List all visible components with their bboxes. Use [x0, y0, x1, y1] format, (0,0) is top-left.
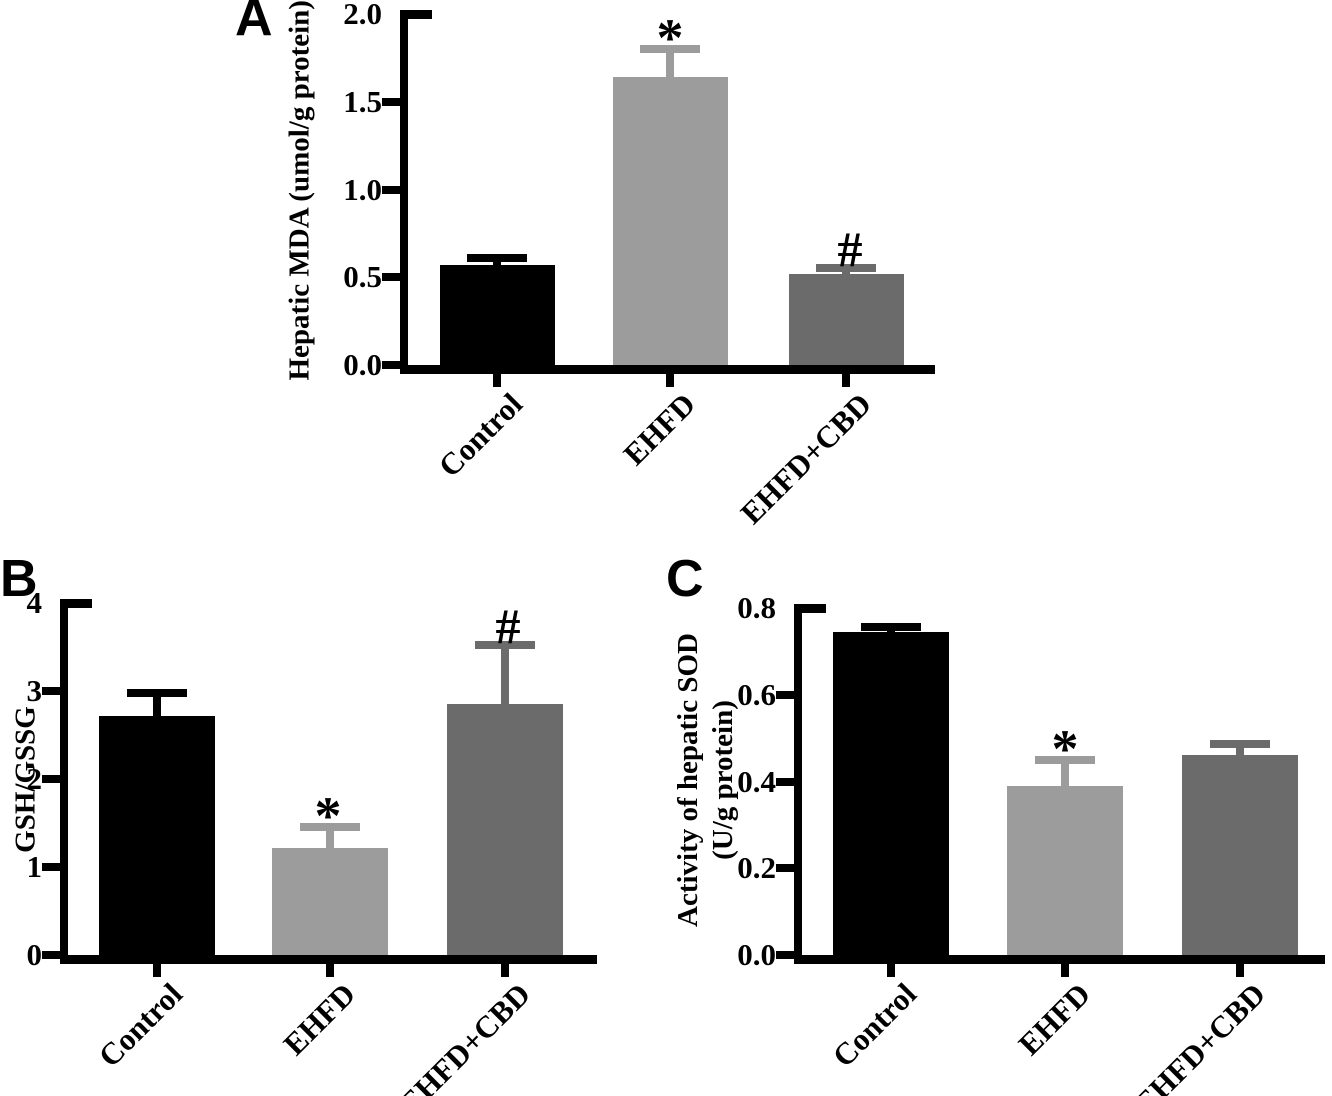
- panel-a-y-tick-label: 1.5: [343, 83, 382, 119]
- panel-a-y-axis-top-cap: [408, 10, 432, 19]
- panel-b-error-bar-stem-ehfd-cbd: [501, 645, 509, 707]
- panel-b-y-axis-top-cap: [68, 599, 92, 608]
- panel-a-y-tick-label: 0.0: [343, 347, 382, 382]
- panel-a-y-tick-label: 2.0: [343, 0, 382, 31]
- panel-c-y-axis-top-cap: [802, 604, 826, 613]
- panel-c-x-tick: [1061, 964, 1069, 977]
- panel-a-x-category-label-ehfd-cbd: EHFD+CBD: [733, 386, 879, 531]
- panel-a-bar-control: [439, 264, 555, 365]
- panel-c-y-axis-line: [794, 604, 802, 964]
- panel-c-y-tick-label: 0.8: [737, 590, 776, 625]
- panel-b-letter: B: [0, 550, 38, 608]
- panel-b-y-tick-label: 3: [26, 673, 43, 708]
- panel-b-x-tick: [153, 964, 161, 977]
- panel-c-bar-ehfd-cbd: [1182, 754, 1298, 955]
- panel-c-y-tick-label: 0.2: [737, 850, 776, 886]
- panel-c-error-bar-stem-ehfd-cbd: [1236, 743, 1244, 757]
- panel-a-y-tick: [382, 361, 400, 369]
- panel-b-x-category-label-ehfd: EHFD: [276, 976, 363, 1062]
- panel-a-significance-hash-ehfd-cbd: #: [837, 221, 863, 278]
- panel-a-x-tick: [493, 374, 501, 387]
- panel-a-bar-ehfd: [612, 77, 728, 365]
- panel-c-y-axis-title-line1: Activity of hepatic SOD: [672, 633, 704, 927]
- panel-b-x-axis-line: [60, 955, 597, 964]
- panel-b-error-bar-stem-control: [153, 692, 161, 718]
- panel-a-error-bar-cap-ehfd: [640, 45, 700, 54]
- panel-b-y-tick-label: 2: [26, 761, 43, 796]
- panel-b-bar-ehfd-cbd: [447, 704, 563, 955]
- panel-a-x-axis-line: [400, 365, 935, 374]
- panel-b-x-tick: [326, 964, 334, 977]
- panel-c-error-bar-cap-control: [861, 622, 921, 631]
- panel-b-x-tick: [501, 964, 509, 977]
- panel-a-y-tick: [382, 97, 400, 106]
- panel-c-x-tick: [887, 964, 895, 977]
- panel-a-y-axis-line: [400, 10, 408, 374]
- panel-a-y-tick: [382, 185, 400, 194]
- panel-b-y-axis-line: [60, 599, 68, 964]
- panel-c-y-axis-title: Activity of hepatic SOD (U/g protein): [671, 625, 741, 935]
- panel-a-error-bar-stem-control: [493, 257, 501, 267]
- panel-c-x-category-label-ehfd-cbd: EHFD+CBD: [1127, 976, 1273, 1096]
- panel-c-y-tick-label: 0.6: [737, 676, 776, 712]
- panel-b-bar-control: [99, 715, 215, 955]
- panel-b-y-axis-title-line1: GSH/GSSG: [9, 705, 42, 853]
- panel-b-y-tick-label: 4: [26, 585, 43, 620]
- panel-a-x-tick: [666, 374, 674, 387]
- panel-c-error-bar-cap-ehfd-cbd: [1210, 739, 1270, 748]
- panel-b-y-tick: [42, 687, 60, 695]
- panel-c-x-category-label-control: Control: [825, 976, 924, 1074]
- panel-c-y-tick: [776, 690, 794, 699]
- panel-c-x-category-label-ehfd: EHFD: [1011, 976, 1098, 1062]
- panel-b-error-bar-cap-ehfd-cbd: [475, 641, 535, 650]
- panel-c-y-tick-label: 0.4: [737, 763, 776, 799]
- panel-b-bar-ehfd: [272, 847, 388, 955]
- panel-b-y-axis-title: GSH/GSSG: [9, 654, 44, 904]
- panel-a-error-bar-cap-ehfd-cbd: [816, 264, 876, 273]
- panel-a-y-axis-title-line1: Hepatic MDA (umol/g protein): [283, 0, 316, 380]
- panel-a-x-tick: [842, 374, 850, 387]
- panel-b-y-tick: [42, 775, 60, 783]
- panel-c-y-tick: [776, 951, 794, 959]
- panel-a-significance-star-ehfd: *: [656, 8, 684, 69]
- panel-c-significance-star-ehfd: *: [1051, 719, 1079, 780]
- panel-b-y-tick-label: 0: [26, 937, 43, 972]
- panel-a-error-bar-stem-ehfd: [666, 49, 674, 80]
- panel-a-letter: A: [235, 0, 273, 47]
- panel-c-error-bar-cap-ehfd: [1035, 756, 1095, 765]
- panel-b-error-bar-cap-control: [127, 688, 187, 697]
- panel-a-x-category-label-control: Control: [431, 386, 530, 484]
- panel-a-y-tick: [382, 273, 400, 282]
- panel-b-significance-star-ehfd: *: [314, 785, 342, 846]
- panel-a-y-axis-title: Hepatic MDA (umol/g protein): [283, 0, 318, 380]
- panel-a-y-tick-label: 1.0: [343, 171, 382, 207]
- panel-b-error-bar-stem-ehfd: [326, 826, 334, 850]
- panel-c-x-tick: [1236, 964, 1244, 977]
- panel-c-bar-ehfd: [1007, 785, 1123, 955]
- panel-b-y-tick: [42, 951, 60, 959]
- panel-c-bar-control: [833, 631, 949, 955]
- panel-c-y-tick: [776, 864, 794, 873]
- panel-b-x-category-label-ehfd-cbd: EHFD+CBD: [392, 976, 538, 1096]
- panel-a-bar-ehfd-cbd: [788, 273, 904, 365]
- panel-b-error-bar-cap-ehfd: [300, 822, 360, 831]
- panel-b-y-tick: [42, 863, 60, 871]
- panel-a-error-bar-cap-control: [467, 253, 527, 262]
- panel-b-significance-hash-ehfd-cbd: #: [495, 598, 521, 655]
- panel-c-y-axis-title-line2: (U/g protein): [707, 700, 739, 860]
- panel-b-x-category-label-control: Control: [91, 976, 190, 1074]
- panel-c-error-bar-stem-ehfd: [1061, 760, 1069, 788]
- panel-c-letter: C: [666, 550, 704, 608]
- panel-c-x-axis-line: [794, 955, 1325, 964]
- panel-b-y-tick-label: 1: [26, 849, 43, 884]
- panel-c-y-tick: [776, 777, 794, 786]
- panel-c-y-tick-label: 0.0: [737, 937, 776, 972]
- panel-a-y-tick-label: 0.5: [343, 259, 382, 295]
